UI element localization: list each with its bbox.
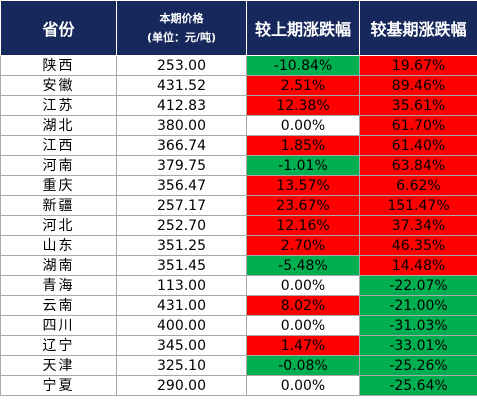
province-cell: 河南 — [0, 155, 117, 176]
price-cell: 431.52 — [116, 75, 247, 96]
table-row: 辽宁 345.00 1.47% -33.01% — [0, 335, 477, 356]
yoy-change-cell: 151.47% — [359, 195, 477, 216]
price-cell: 253.00 — [116, 55, 247, 76]
yoy-change-cell: 89.46% — [359, 75, 477, 96]
mom-change-cell: 0.00% — [246, 275, 360, 296]
header-price: 本期价格 (单位：元/吨) — [116, 0, 247, 56]
table-row: 河北 252.70 12.16% 37.34% — [0, 215, 477, 236]
province-cell: 湖南 — [0, 255, 117, 276]
yoy-change-cell: 63.84% — [359, 155, 477, 176]
table-row: 安徽 431.52 2.51% 89.46% — [0, 75, 477, 96]
price-cell: 113.00 — [116, 275, 247, 296]
table-row: 新疆 257.17 23.67% 151.47% — [0, 195, 477, 216]
yoy-change-cell: 35.61% — [359, 95, 477, 116]
province-cell: 云南 — [0, 295, 117, 316]
mom-change-cell: 2.51% — [246, 75, 360, 96]
province-cell: 江苏 — [0, 95, 117, 116]
mom-change-cell: 0.00% — [246, 375, 360, 396]
header-row: 省份 本期价格 (单位：元/吨) 较上期涨跌幅 较基期涨跌幅 — [0, 0, 477, 56]
header-yoy-change: 较基期涨跌幅 — [359, 0, 477, 56]
table-row: 山东 351.25 2.70% 46.35% — [0, 235, 477, 256]
mom-change-cell: 13.57% — [246, 175, 360, 196]
mom-change-cell: -1.01% — [246, 155, 360, 176]
province-cell: 宁夏 — [0, 375, 117, 396]
mom-change-cell: 0.00% — [246, 115, 360, 136]
table-row: 宁夏 290.00 0.00% -25.64% — [0, 375, 477, 396]
mom-change-cell: 8.02% — [246, 295, 360, 316]
table-row: 河南 379.75 -1.01% 63.84% — [0, 155, 477, 176]
header-province: 省份 — [0, 0, 117, 56]
yoy-change-cell: -33.01% — [359, 335, 477, 356]
yoy-change-cell: 37.34% — [359, 215, 477, 236]
mom-change-cell: 12.16% — [246, 215, 360, 236]
mom-change-cell: 1.47% — [246, 335, 360, 356]
header-mom-change: 较上期涨跌幅 — [246, 0, 360, 56]
mom-change-cell: 23.67% — [246, 195, 360, 216]
price-cell: 366.74 — [116, 135, 247, 156]
yoy-change-cell: -22.07% — [359, 275, 477, 296]
province-cell: 辽宁 — [0, 335, 117, 356]
province-cell: 河北 — [0, 215, 117, 236]
header-price-unit: (单位：元/吨) — [146, 31, 217, 44]
price-cell: 412.83 — [116, 95, 247, 116]
yoy-change-cell: -25.26% — [359, 355, 477, 376]
province-cell: 陕西 — [0, 55, 117, 76]
table-row: 云南 431.00 8.02% -21.00% — [0, 295, 477, 316]
table-row: 天津 325.10 -0.08% -25.26% — [0, 355, 477, 376]
price-cell: 345.00 — [116, 335, 247, 356]
province-cell: 新疆 — [0, 195, 117, 216]
price-cell: 400.00 — [116, 315, 247, 336]
yoy-change-cell: 14.48% — [359, 255, 477, 276]
table-row: 青海 113.00 0.00% -22.07% — [0, 275, 477, 296]
table-row: 四川 400.00 0.00% -31.03% — [0, 315, 477, 336]
price-change-table: 省份 本期价格 (单位：元/吨) 较上期涨跌幅 较基期涨跌幅 陕西 253.00-… — [0, 0, 477, 396]
table-row: 陕西 253.00 -10.84% 19.67% — [0, 55, 477, 76]
price-cell: 351.45 — [116, 255, 247, 276]
province-cell: 重庆 — [0, 175, 117, 196]
province-cell: 青海 — [0, 275, 117, 296]
province-cell: 江西 — [0, 135, 117, 156]
mom-change-cell: 12.38% — [246, 95, 360, 116]
yoy-change-cell: 19.67% — [359, 55, 477, 76]
price-cell: 379.75 — [116, 155, 247, 176]
yoy-change-cell: 61.40% — [359, 135, 477, 156]
province-cell: 天津 — [0, 355, 117, 376]
yoy-change-cell: 6.62% — [359, 175, 477, 196]
price-cell: 257.17 — [116, 195, 247, 216]
table-body: 陕西 253.00 -10.84% 19.67% 安徽 431.52 2.51% 89.46%… — [0, 55, 477, 396]
yoy-change-cell: -31.03% — [359, 315, 477, 336]
mom-change-cell: -0.08% — [246, 355, 360, 376]
header-price-title: 本期价格 — [159, 12, 204, 25]
table-row: 江西 366.74 1.85% 61.40% — [0, 135, 477, 156]
province-cell: 四川 — [0, 315, 117, 336]
province-cell: 湖北 — [0, 115, 117, 136]
mom-change-cell: 2.70% — [246, 235, 360, 256]
province-cell: 安徽 — [0, 75, 117, 96]
mom-change-cell: 1.85% — [246, 135, 360, 156]
price-cell: 252.70 — [116, 215, 247, 236]
yoy-change-cell: 46.35% — [359, 235, 477, 256]
price-cell: 325.10 — [116, 355, 247, 376]
yoy-change-cell: -25.64% — [359, 375, 477, 396]
price-cell: 431.00 — [116, 295, 247, 316]
mom-change-cell: 0.00% — [246, 315, 360, 336]
mom-change-cell: -5.48% — [246, 255, 360, 276]
table-row: 湖南 351.45 -5.48% 14.48% — [0, 255, 477, 276]
price-cell: 356.47 — [116, 175, 247, 196]
table-row: 湖北 380.00 0.00% 61.70% — [0, 115, 477, 136]
yoy-change-cell: -21.00% — [359, 295, 477, 316]
table-row: 重庆 356.47 13.57% 6.62% — [0, 175, 477, 196]
table-header: 省份 本期价格 (单位：元/吨) 较上期涨跌幅 较基期涨跌幅 — [0, 0, 477, 56]
province-cell: 山东 — [0, 235, 117, 256]
table-row: 江苏 412.83 12.38% 35.61% — [0, 95, 477, 116]
mom-change-cell: -10.84% — [246, 55, 360, 76]
price-cell: 351.25 — [116, 235, 247, 256]
yoy-change-cell: 61.70% — [359, 115, 477, 136]
price-cell: 380.00 — [116, 115, 247, 136]
price-cell: 290.00 — [116, 375, 247, 396]
